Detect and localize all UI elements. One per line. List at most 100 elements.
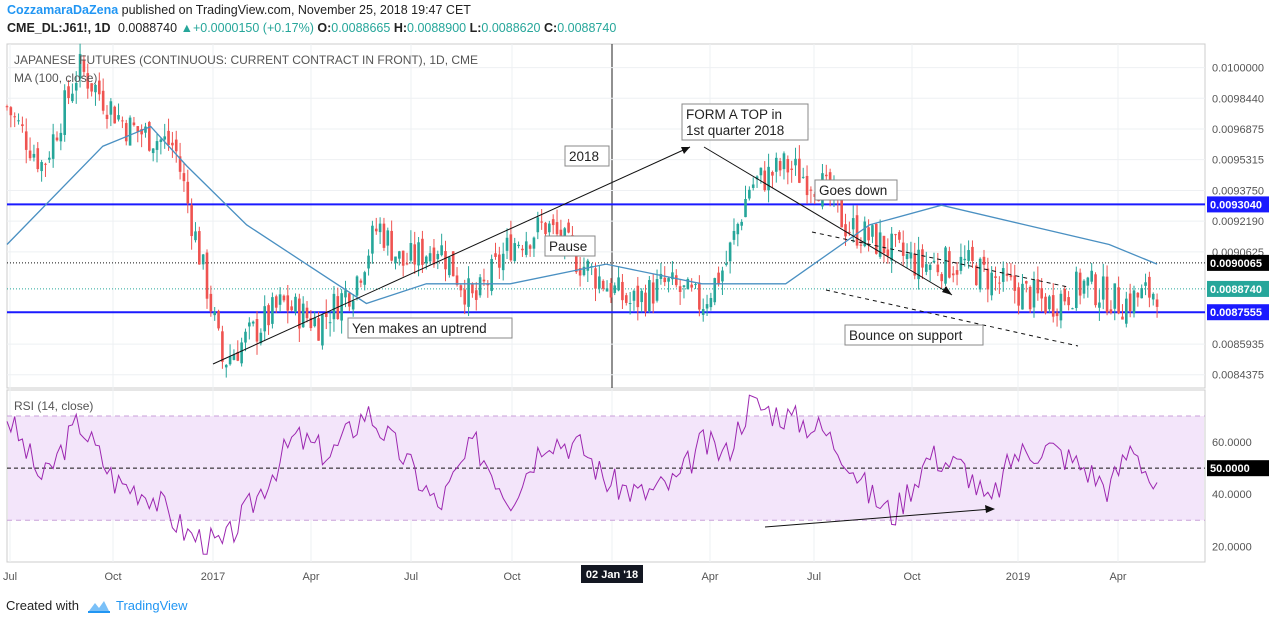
candle-body [717, 272, 720, 285]
candle-body [1121, 316, 1124, 320]
candle-body [259, 332, 263, 344]
candle-body [867, 227, 870, 241]
annotation-box [844, 324, 984, 346]
tradingview-logo[interactable]: TradingView [87, 598, 188, 613]
candle-body [878, 232, 882, 257]
candle-body [432, 247, 436, 265]
candle-body [659, 273, 663, 279]
up-arrow-icon: ▲ [180, 21, 193, 35]
y-tick-label: 0.0084375 [1212, 370, 1264, 382]
author-link[interactable]: CozzamaraDaZena [7, 3, 119, 17]
candle-body [901, 242, 905, 256]
candle-body [140, 129, 143, 135]
candle-body [424, 256, 428, 264]
candle-body [794, 158, 797, 166]
candle-body [524, 241, 528, 255]
candle-body [517, 244, 520, 247]
candle-body [48, 157, 51, 160]
candle-body [440, 245, 443, 256]
candle-body [598, 276, 601, 289]
y-tick-label: 0.0085935 [1212, 339, 1264, 351]
candle-body [94, 84, 97, 93]
candle-body [767, 166, 770, 191]
y-tick-label: 0.0093750 [1212, 185, 1264, 197]
candle-body [1144, 282, 1147, 286]
annotation-text: 1st quarter 2018 [686, 123, 784, 138]
annotation-text: Bounce on support [849, 328, 963, 343]
candle-body [551, 219, 555, 226]
candle-body [886, 249, 890, 256]
candle-body [978, 258, 982, 290]
candle-body [351, 300, 355, 310]
candle-body [55, 137, 59, 141]
last-price: 0.0088740 [117, 21, 178, 35]
rsi-divergence-line [764, 508, 993, 528]
candle-body [448, 257, 451, 276]
rsi-tick-label: 20.0000 [1212, 541, 1252, 553]
candle-body [359, 280, 363, 283]
candle-body [951, 273, 955, 276]
y-tick-label: 0.0096875 [1212, 124, 1264, 136]
candle-body [632, 290, 636, 301]
x-tick-label: Jul [404, 571, 418, 583]
candle-body [128, 117, 132, 146]
candle-body [721, 270, 724, 282]
candle-body [232, 354, 236, 360]
candle-body [63, 90, 66, 135]
candle-body [798, 158, 801, 183]
price-label: 0.0090065 [1210, 258, 1262, 270]
candle-body [5, 106, 9, 108]
candle-body [1063, 288, 1067, 302]
candle-body [367, 255, 370, 269]
price-label: 0.0087555 [1210, 307, 1262, 319]
candle-body [40, 162, 43, 172]
annotation-box [347, 317, 513, 339]
candle-body [105, 114, 109, 120]
candle-body [655, 279, 659, 301]
candle-body [417, 242, 420, 266]
low-value: 0.0088620 [481, 21, 541, 35]
open-value: 0.0088665 [331, 21, 391, 35]
candle-body [955, 270, 959, 275]
candle-body [255, 319, 259, 342]
price-label: 0.0088740 [1210, 284, 1262, 296]
x-tick-label: Apr [302, 571, 319, 583]
chart-canvas[interactable]: Jul Oct 2017 Apr Jul Oct 02 Jan '18 Apr Jul Oct 20… [0, 0, 1274, 595]
y-tick-label: 0.0090625 [1212, 247, 1264, 259]
candle-body [478, 277, 482, 296]
candle-body [240, 342, 243, 364]
candle-body [136, 126, 140, 132]
candle-body [32, 153, 36, 158]
candle-body [167, 130, 170, 146]
candle-body [1044, 296, 1047, 313]
candle-body [248, 322, 251, 327]
candle-body [790, 168, 793, 170]
arrow-head [985, 505, 995, 513]
annotation-text: Pause [549, 239, 587, 254]
candle-body [1113, 283, 1117, 309]
candle-body [1098, 302, 1101, 308]
arrow-head [942, 286, 952, 295]
candle-body [294, 296, 297, 313]
rsi-tick-label: 40.0000 [1212, 489, 1252, 501]
candle-body [113, 106, 116, 124]
published-text: published on TradingView.com, November 2… [121, 3, 471, 17]
candle-body [851, 218, 855, 230]
candle-body [486, 284, 490, 286]
candle-body [1055, 312, 1059, 317]
candle-body [859, 244, 863, 246]
candle-body [201, 254, 205, 265]
candle-body [690, 284, 693, 288]
candle-body [328, 322, 332, 324]
candle-body [21, 124, 24, 127]
candle-body [217, 310, 220, 329]
x-tick-highlight [581, 565, 643, 583]
candle-body [1017, 287, 1020, 306]
candle-body [1086, 277, 1090, 286]
price-label-bg [1207, 304, 1269, 321]
annotation-box [564, 145, 610, 167]
x-tick-label: 2019 [1006, 571, 1030, 583]
candle-body [51, 134, 55, 159]
x-tick-label: Jul [807, 571, 821, 583]
candle-body [24, 131, 28, 150]
